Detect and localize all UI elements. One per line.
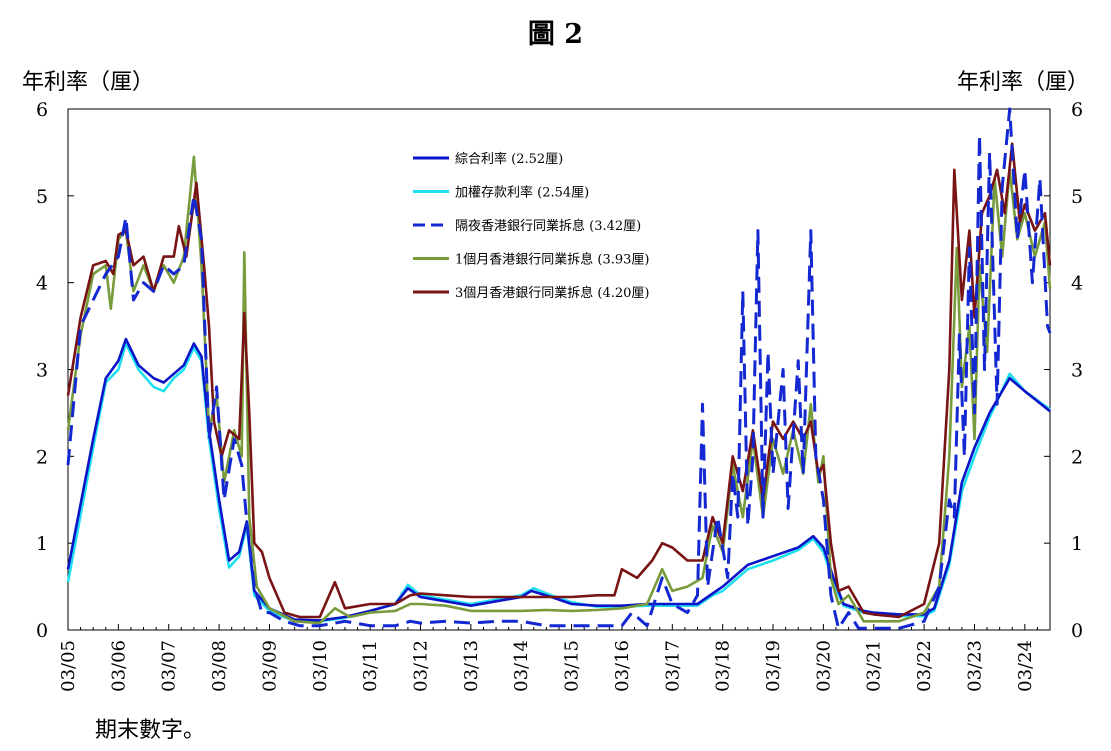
x-tick-label: 03/22: [914, 640, 935, 692]
legend-label-3: 1個月香港銀行同業拆息 (3.93厘): [455, 252, 650, 268]
x-tick-label: 03/06: [108, 640, 129, 692]
y-tick-label-right: 5: [1071, 186, 1083, 208]
x-tick-label: 03/14: [511, 640, 532, 692]
y-tick-label-left: 6: [36, 99, 48, 121]
x-tick-label: 03/05: [58, 640, 79, 692]
y-tick-label-right: 0: [1071, 620, 1083, 642]
x-tick-label: 03/24: [1015, 640, 1036, 692]
x-tick-label: 03/11: [360, 640, 381, 692]
y-tick-label-left: 5: [36, 186, 48, 208]
y-tick-label-right: 4: [1071, 273, 1083, 295]
y-tick-label-left: 2: [36, 446, 48, 468]
y-tick-label-right: 2: [1071, 446, 1083, 468]
series-line-4: [66, 142, 1052, 619]
left-axis-unit: 年利率（厘）: [22, 70, 155, 95]
x-tick-label: 03/08: [209, 640, 230, 692]
x-tick-label: 03/17: [662, 640, 683, 692]
x-tick-label: 03/09: [259, 640, 280, 692]
y-tick-label-right: 6: [1071, 99, 1083, 121]
chart-title: 圖 2: [527, 19, 584, 50]
x-tick-label: 03/20: [813, 640, 834, 692]
y-tick-label-left: 4: [36, 273, 48, 295]
y-tick-label-right: 1: [1071, 533, 1083, 555]
x-tick-label: 03/18: [713, 640, 734, 692]
x-tick-label: 03/21: [864, 640, 885, 692]
x-tick-label: 03/10: [310, 640, 331, 692]
x-tick-label: 03/13: [461, 640, 482, 692]
series-line-0: [66, 337, 1051, 622]
x-tick-label: 03/19: [763, 640, 784, 692]
legend: 綜合利率 (2.52厘) 加權存款利率 (2.54厘) 隔夜香港銀行同業拆息 (3.…: [413, 151, 650, 301]
legend-label-0: 綜合利率 (2.52厘): [455, 151, 563, 167]
legend-label-1: 加權存款利率 (2.54厘): [455, 185, 589, 201]
x-tick-label: 03/12: [411, 640, 432, 692]
y-tick-label-left: 3: [36, 360, 48, 382]
right-axis-unit: 年利率（厘）: [956, 70, 1089, 95]
y-tick-label-right: 3: [1071, 360, 1083, 382]
legend-label-2: 隔夜香港銀行同業拆息 (3.42厘): [455, 218, 641, 234]
y-axis: 0 0 1 1 2 2 3 3 4 4 5 5 6 6: [36, 99, 1083, 642]
x-tick-label: 03/23: [964, 640, 985, 692]
x-tick-label: 03/15: [562, 640, 583, 692]
legend-label-4: 3個月香港銀行同業拆息 (4.20厘): [455, 285, 650, 301]
x-axis: 03/05 03/06 03/07 03/08 03/09 03/10 03/11 03/12…: [58, 624, 1038, 692]
series-line-2: [66, 107, 1052, 630]
series-layer: [66, 107, 1052, 630]
y-tick-label-left: 1: [36, 533, 48, 555]
y-tick-label-left: 0: [36, 620, 48, 642]
x-tick-label: 03/07: [159, 640, 180, 692]
x-tick-label: 03/16: [612, 640, 633, 692]
footnote: 期末數字。: [95, 718, 206, 743]
